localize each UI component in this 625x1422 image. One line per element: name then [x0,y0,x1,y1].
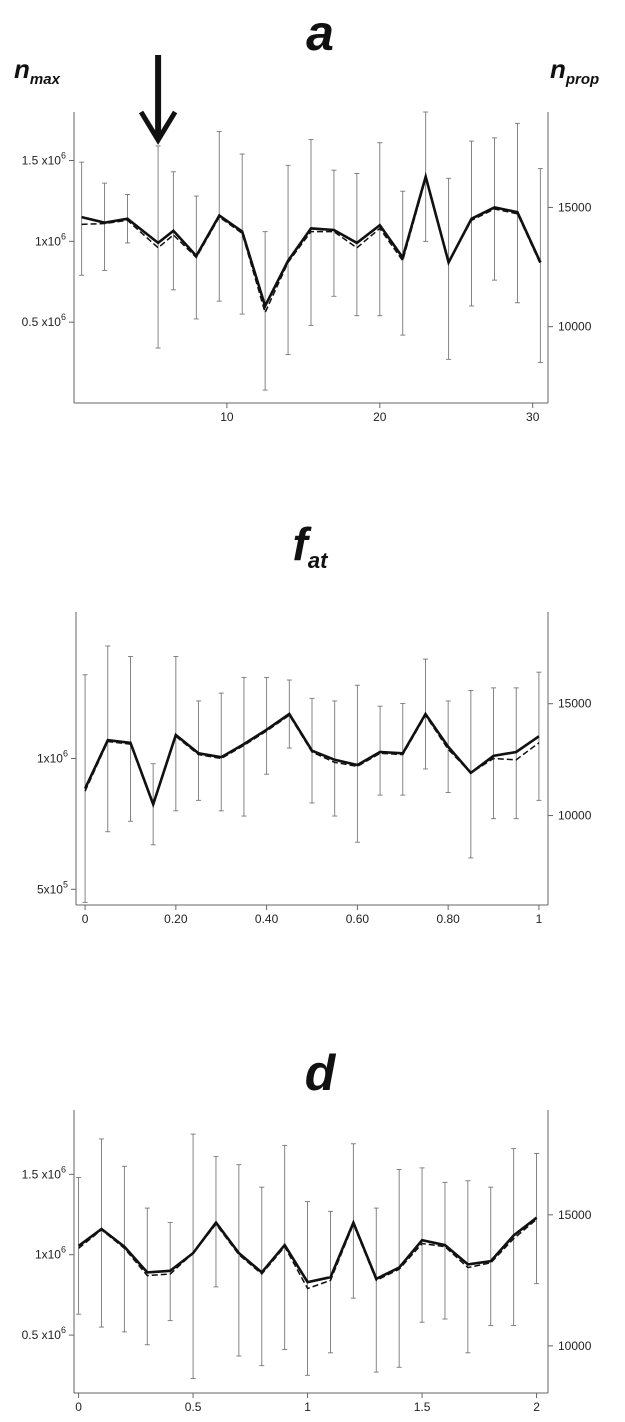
y-left-tick-base: 0.5 x10 [22,315,62,329]
y-left-tick-label: 0.5 x106 [22,312,66,329]
y-left-tick-base: 1x10 [35,234,61,248]
series-line-solid [77,1216,538,1284]
x-tick-label: 1.5 [414,1400,431,1414]
x-tick-label: 10 [220,410,234,424]
y-left-tick-exponent: 6 [61,151,66,161]
y-left-tick-exponent: 6 [61,231,66,241]
x-tick-label: 0.80 [436,912,460,926]
series-line-dashed [78,1218,538,1290]
y-left-tick-label: 1x106 [37,749,68,766]
chart-title: d [305,1045,337,1101]
y-left-tick-exponent: 6 [61,1325,66,1335]
chart-title: a [306,5,334,61]
y-right-tick-label: 10000 [558,809,592,823]
y-right-tick-label: 10000 [558,320,592,334]
x-tick-label: 30 [526,410,540,424]
chart-title-main: a [306,5,334,61]
y-left-tick-exponent: 6 [61,1164,66,1174]
y-right-tick-label: 15000 [558,200,592,214]
x-tick-label: 0.40 [255,912,279,926]
y-left-tick-exponent: 5 [63,879,68,889]
left-axis-label: nmax [14,54,61,88]
y-left-tick-base: 1x10 [35,1248,61,1262]
y-left-tick-base: 5x10 [37,882,63,896]
right-axis-label: nprop [550,54,599,88]
x-tick-label: 0 [82,912,89,926]
y-left-tick-base: 1.5 x10 [22,154,62,168]
x-tick-label: 0.60 [346,912,370,926]
y-left-tick-label: 1.5 x106 [22,151,66,168]
y-left-tick-label: 1x106 [35,231,66,248]
y-left-tick-label: 5x105 [37,879,68,896]
x-tick-label: 0 [75,1400,82,1414]
y-left-tick-exponent: 6 [61,312,66,322]
series-line-dashed [84,713,540,808]
x-tick-label: 0.20 [164,912,188,926]
y-right-tick-label: 15000 [558,1208,592,1222]
y-left-tick-label: 1x106 [35,1245,66,1262]
series-line-dashed [81,175,542,315]
y-right-tick-label: 15000 [558,697,592,711]
chart-title-main: d [305,1045,337,1101]
chart-title-main: f [293,518,313,570]
y-right-tick-label: 10000 [558,1339,592,1353]
x-tick-label: 0.5 [185,1400,202,1414]
chart-title: fat [293,518,330,573]
y-left-tick-base: 1x10 [37,752,63,766]
y-left-tick-base: 1.5 x10 [22,1167,62,1181]
y-left-tick-label: 1.5 x106 [22,1164,66,1181]
chart-title-sub: at [308,548,329,573]
x-tick-label: 1 [304,1400,311,1414]
x-tick-label: 20 [373,410,387,424]
x-tick-label: 2 [533,1400,540,1414]
y-left-tick-exponent: 6 [61,1245,66,1255]
y-left-tick-base: 0.5 x10 [22,1328,62,1342]
y-left-tick-label: 0.5 x106 [22,1325,66,1342]
y-left-tick-exponent: 6 [63,749,68,759]
x-tick-label: 1 [536,912,543,926]
arrow-head [138,110,178,145]
chart-panel-2: fat 0 0.20 0.40 0.60 0.80 1 5x105 1x106 10000 1500… [37,518,592,926]
